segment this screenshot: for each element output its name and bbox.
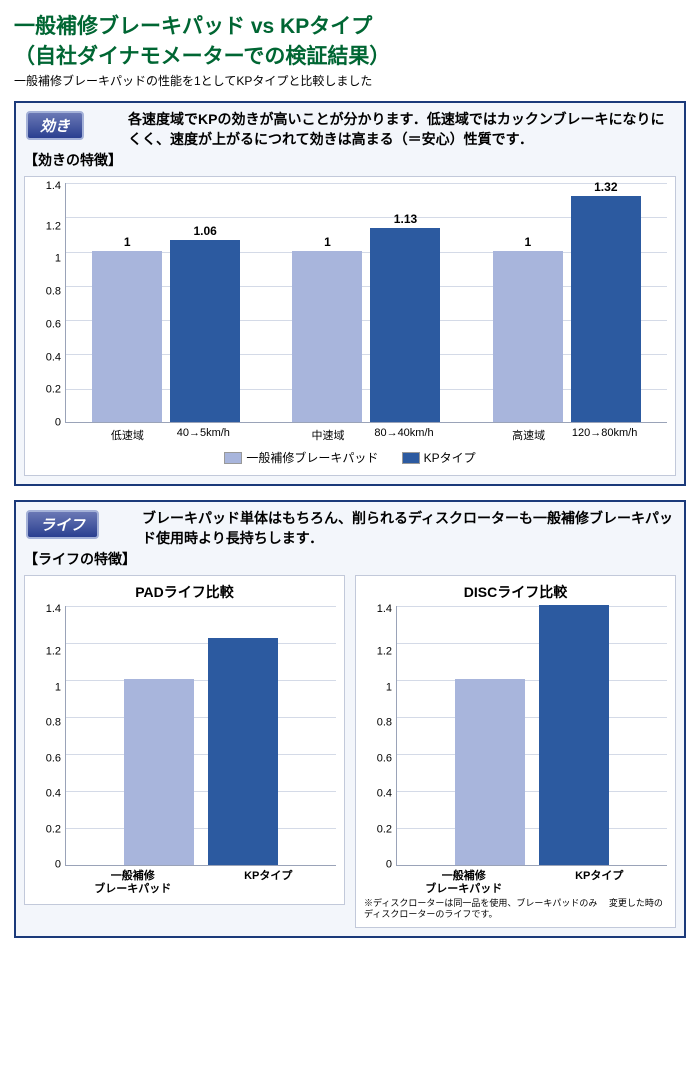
bar (539, 605, 609, 865)
panel-life: ライフ 【ライフの特徴】 ブレーキパッド単体はもちろん、削られるディスクローター… (14, 500, 686, 939)
bar (208, 638, 278, 865)
feature-label-life: 【ライフの特徴】 (24, 543, 136, 569)
feature-label-kiki: 【効きの特徴】 (24, 144, 122, 170)
panel-kiki: 効き 【効きの特徴】 各速度域でKPの効きが高いことが分かります．低速域ではカッ… (14, 101, 686, 486)
bar (455, 679, 525, 865)
legend-label-b: KPタイプ (424, 449, 476, 466)
bar: 1.32 (571, 196, 641, 422)
badge-life: ライフ (26, 510, 99, 539)
legend-kiki: 一般補修ブレーキパッド KPタイプ (33, 449, 667, 467)
bar: 1 (92, 251, 162, 422)
bar: 1.06 (170, 240, 240, 422)
feature-text-kiki: 各速度域でKPの効きが高いことが分かります．低速域ではカックンブレーキになりにく… (128, 109, 676, 150)
bar: 1 (493, 251, 563, 422)
chart-title-pad: PADライフ比較 (33, 582, 336, 602)
chart-title-disc: DISCライフ比較 (364, 582, 667, 602)
bar: 1 (292, 251, 362, 422)
footnote-disc: ※ディスクローターは同一品を使用、ブレーキパッドのみ 変更した時のディスクロータ… (364, 898, 667, 920)
chart-disc-life: DISCライフ比較 1.41.210.80.60.40.20一般補修 ブレーキパ… (355, 575, 676, 929)
title-line-1: 一般補修ブレーキパッド vs KPタイプ (14, 10, 686, 40)
chart-kiki: 1.41.210.80.60.40.2011.0611.1311.32低速域40… (24, 176, 676, 476)
chart-pad-life: PADライフ比較 1.41.210.80.60.40.20一般補修 ブレーキパッ… (24, 575, 345, 905)
bar (124, 679, 194, 865)
title-line-2: （自社ダイナモメーターでの検証結果） (14, 40, 686, 70)
bar: 1.13 (370, 228, 440, 422)
subtitle: 一般補修ブレーキパッドの性能を1としてKPタイプと比較しました (14, 72, 686, 89)
legend-item-kp: KPタイプ (402, 449, 476, 466)
badge-kiki: 効き (26, 111, 84, 140)
legend-item-general: 一般補修ブレーキパッド (224, 449, 378, 466)
legend-label-a: 一般補修ブレーキパッド (246, 449, 378, 466)
feature-text-life: ブレーキパッド単体はもちろん、削られるディスクローターも一般補修ブレーキパッド使… (142, 508, 676, 549)
